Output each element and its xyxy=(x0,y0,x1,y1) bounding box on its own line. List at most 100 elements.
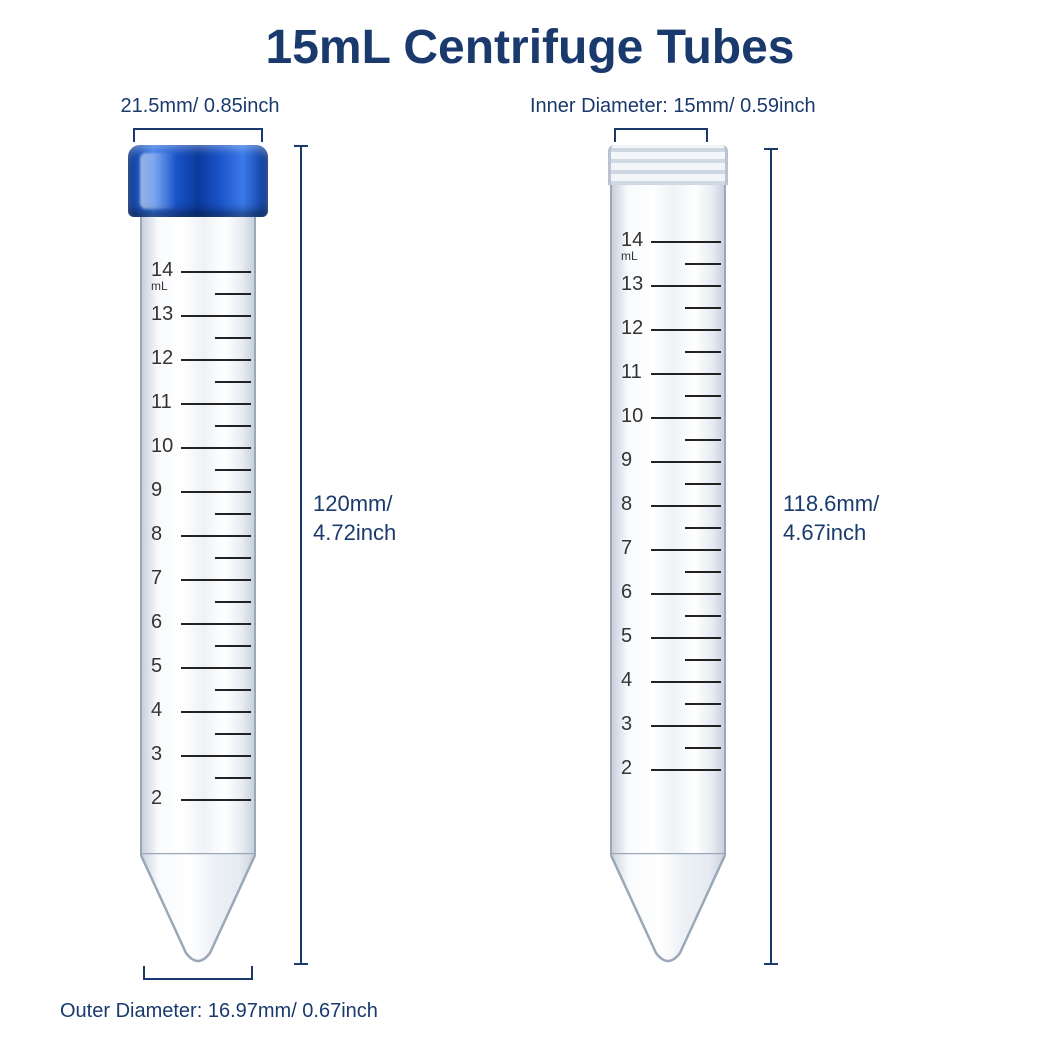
tick-minor xyxy=(685,307,721,309)
graduation-number: 5 xyxy=(151,655,162,678)
cap-width-bracket xyxy=(133,128,263,140)
tick-minor xyxy=(685,439,721,441)
graduation-number: 3 xyxy=(151,743,162,766)
graduation-unit: mL xyxy=(621,249,638,263)
graduation-number: 12 xyxy=(151,347,173,370)
tick-minor xyxy=(685,483,721,485)
graduation-number: 2 xyxy=(621,757,632,780)
graduation-row: 2 xyxy=(145,799,251,843)
right-height-label: 118.6mm/ 4.67inch xyxy=(783,490,879,547)
graduation-number: 12 xyxy=(621,317,643,340)
tick-minor xyxy=(215,601,251,603)
graduation-number: 10 xyxy=(151,435,173,458)
page-title: 15mL Centrifuge Tubes xyxy=(0,20,1060,75)
tick-minor xyxy=(685,395,721,397)
left-height-label: 120mm/ 4.72inch xyxy=(313,490,396,547)
tick-major xyxy=(651,593,721,595)
graduation-number: 4 xyxy=(621,669,632,692)
tick-major xyxy=(651,549,721,551)
tick-major xyxy=(181,623,251,625)
graduation-number: 3 xyxy=(621,713,632,736)
tick-minor xyxy=(215,689,251,691)
tube-conical-tip xyxy=(610,853,726,965)
tick-major xyxy=(181,315,251,317)
tick-minor xyxy=(215,777,251,779)
tube-cap xyxy=(128,145,268,217)
tick-major xyxy=(651,373,721,375)
right-height-line xyxy=(770,148,772,965)
graduation-number: 9 xyxy=(151,479,162,502)
tube-conical-tip xyxy=(140,853,256,965)
graduation-number: 6 xyxy=(621,581,632,604)
tick-minor xyxy=(685,263,721,265)
tick-major xyxy=(181,403,251,405)
tick-minor xyxy=(685,571,721,573)
inner-diameter-bracket xyxy=(614,128,708,140)
tick-major xyxy=(651,769,721,771)
graduation-number: 11 xyxy=(151,391,172,414)
graduation-number: 10 xyxy=(621,405,643,428)
tick-minor xyxy=(215,293,251,295)
graduation-number: 5 xyxy=(621,625,632,648)
tick-major xyxy=(181,799,251,801)
graduation-number: 7 xyxy=(151,567,162,590)
tube-open: 14mL1312111098765432 xyxy=(600,145,736,965)
graduation-number: 13 xyxy=(621,273,643,296)
tick-major xyxy=(651,285,721,287)
graduation-number: 6 xyxy=(151,611,162,634)
tick-major xyxy=(651,505,721,507)
graduation-number: 13 xyxy=(151,303,173,326)
tick-major xyxy=(181,667,251,669)
tube-threads xyxy=(608,145,728,185)
graduation-number: 11 xyxy=(621,361,642,384)
tick-major xyxy=(181,535,251,537)
tick-minor xyxy=(685,615,721,617)
tick-major xyxy=(651,461,721,463)
outer-diameter-bracket xyxy=(143,968,253,980)
right-height-in: 4.67inch xyxy=(783,520,866,545)
tick-minor xyxy=(215,469,251,471)
graduation-number: 8 xyxy=(621,493,632,516)
graduation-number: 2 xyxy=(151,787,162,810)
tick-minor xyxy=(685,527,721,529)
tick-minor xyxy=(215,733,251,735)
tick-major xyxy=(651,637,721,639)
tube-body: 14mL1312111098765432 xyxy=(140,215,256,855)
tick-major xyxy=(651,241,721,243)
graduation-number: 4 xyxy=(151,699,162,722)
graduation-number: 8 xyxy=(151,523,162,546)
tube-capped: 14mL1312111098765432 xyxy=(130,145,266,965)
tick-minor xyxy=(685,703,721,705)
tick-major xyxy=(651,725,721,727)
tick-minor xyxy=(685,351,721,353)
tick-minor xyxy=(215,557,251,559)
cap-width-label: 21.5mm/ 0.85inch xyxy=(110,95,290,118)
tick-minor xyxy=(685,747,721,749)
tick-major xyxy=(181,491,251,493)
graduation-number: 9 xyxy=(621,449,632,472)
left-height-mm: 120mm/ xyxy=(313,491,392,516)
outer-diameter-label: Outer Diameter: 16.97mm/ 0.67inch xyxy=(60,1000,420,1023)
tick-minor xyxy=(215,337,251,339)
graduation-row: 2 xyxy=(615,769,721,813)
inner-diameter-label: Inner Diameter: 15mm/ 0.59inch xyxy=(530,95,850,118)
tick-minor xyxy=(215,513,251,515)
tick-major xyxy=(651,329,721,331)
right-height-mm: 118.6mm/ xyxy=(783,491,879,516)
left-height-line xyxy=(300,145,302,965)
tick-minor xyxy=(215,381,251,383)
tick-major xyxy=(181,579,251,581)
left-height-in: 4.72inch xyxy=(313,520,396,545)
tick-minor xyxy=(215,645,251,647)
tick-major xyxy=(651,681,721,683)
tick-minor xyxy=(215,425,251,427)
tick-major xyxy=(181,271,251,273)
tick-major xyxy=(181,447,251,449)
tick-major xyxy=(181,755,251,757)
tick-major xyxy=(181,711,251,713)
graduation-unit: mL xyxy=(151,279,168,293)
tube-body: 14mL1312111098765432 xyxy=(610,185,726,855)
tick-major xyxy=(181,359,251,361)
graduation-number: 7 xyxy=(621,537,632,560)
tick-minor xyxy=(685,659,721,661)
